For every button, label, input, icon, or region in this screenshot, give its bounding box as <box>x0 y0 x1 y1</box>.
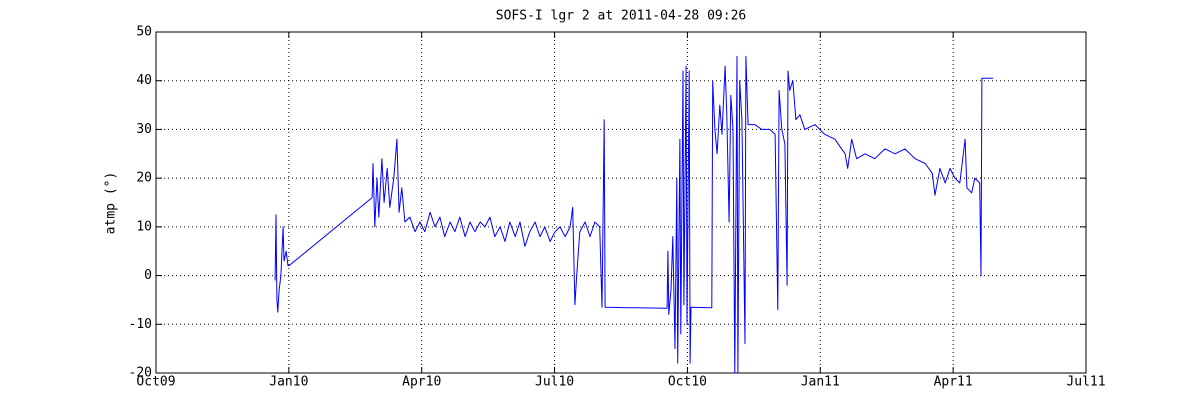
y-tick-label: 0 <box>144 268 152 283</box>
chart-title: SOFS-I lgr 2 at 2011-04-28 09:26 <box>496 9 746 24</box>
x-tick-label: Apr10 <box>402 375 441 390</box>
data-line <box>274 55 993 374</box>
x-tick-label: Oct09 <box>136 375 175 390</box>
y-tick-label: 20 <box>136 171 152 186</box>
y-axis-label: atmp (°) <box>104 172 119 235</box>
y-tick-label: 50 <box>136 25 152 40</box>
x-tick-label: Jul10 <box>535 375 574 390</box>
plot-frame <box>155 31 1087 374</box>
x-tick-label: Apr11 <box>934 375 973 390</box>
y-tick-label: -20 <box>129 366 152 381</box>
y-tick-label: 40 <box>136 73 152 88</box>
x-tick-label: Oct10 <box>668 375 707 390</box>
x-tick-label: Jan10 <box>269 375 308 390</box>
y-tick-label: 30 <box>136 122 152 137</box>
y-tick-label: -10 <box>129 317 152 332</box>
x-tick-label: Jan11 <box>801 375 840 390</box>
y-tick-label: 10 <box>136 219 152 234</box>
x-tick-label: Jul11 <box>1066 375 1105 390</box>
